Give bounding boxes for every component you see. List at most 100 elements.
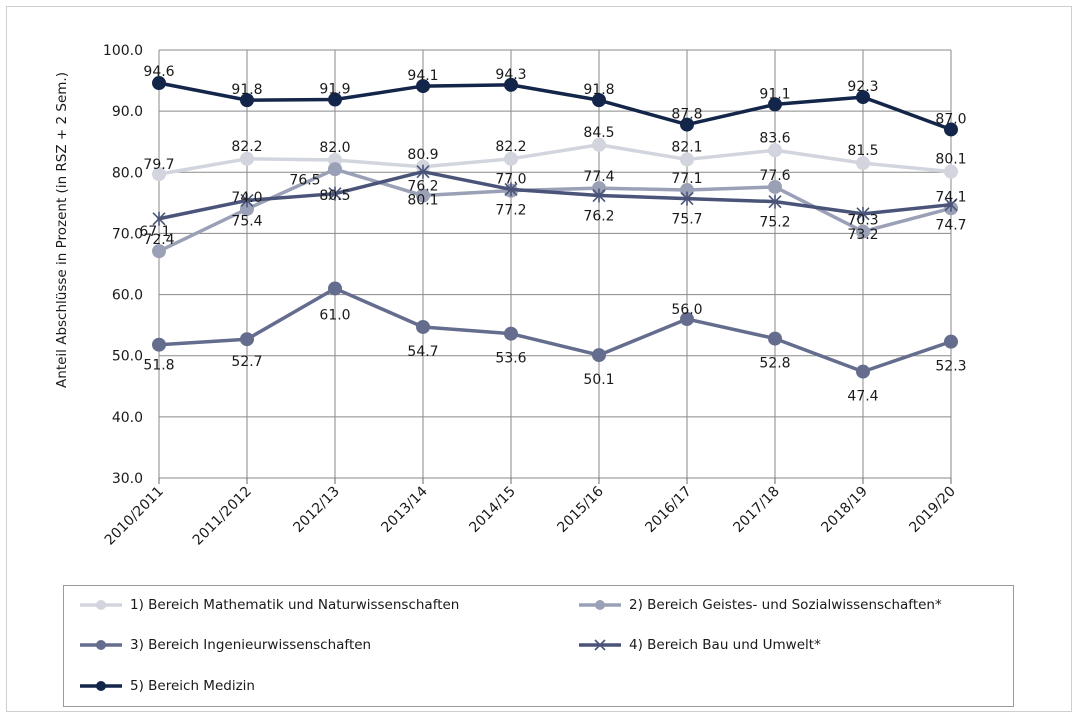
series-5-point <box>328 92 342 107</box>
series-1-data-label: 82.2 <box>231 139 262 155</box>
series-4-point <box>856 206 870 221</box>
series-1-data-label: 82.2 <box>495 139 526 155</box>
series-3-point <box>856 364 870 379</box>
legend-dot <box>595 600 605 610</box>
series-3-point <box>240 332 254 347</box>
series-1-data-label: 82.1 <box>671 139 702 155</box>
series-2-point <box>328 162 342 177</box>
series-5-point <box>504 77 518 92</box>
series-5-data-label: 92.3 <box>847 79 878 95</box>
series-3-data-label: 54.7 <box>407 344 438 360</box>
legend-marker-2-icon <box>579 600 621 610</box>
legend-label-3: 3) Bereich Ingenieurwissenschaften <box>130 637 372 653</box>
x-tick-label: 2014/15 <box>466 484 518 536</box>
series-3-data-label: 56.0 <box>671 302 702 318</box>
y-tick-label: 50.0 <box>112 349 143 365</box>
series-3-data-label: 47.4 <box>847 389 878 405</box>
series-5-data-label: 91.8 <box>583 82 614 98</box>
y-tick-label: 90.0 <box>112 104 143 120</box>
series-2-data-label: 77.1 <box>671 171 702 187</box>
series-3 <box>152 281 958 379</box>
legend-item-3: 3) Bereich Ingenieurwissenschaften <box>78 633 371 657</box>
y-tick-label: 40.0 <box>112 410 143 426</box>
series-1-data-label: 82.0 <box>319 140 350 156</box>
x-tick-label: 2016/17 <box>642 484 694 536</box>
series-4-point <box>504 182 518 197</box>
series-3-point <box>768 331 782 346</box>
series-5-point <box>768 97 782 112</box>
series-1-point <box>592 137 606 152</box>
series-2-data-label: 76.2 <box>407 179 438 195</box>
series-3-point <box>504 326 518 341</box>
series-2-point <box>152 244 166 259</box>
series-4-point <box>328 186 342 201</box>
series-5-data-label: 94.3 <box>495 67 526 83</box>
data-labels: 79.7 82.2 82.0 80.9 82.2 84.5 82.1 83.6 81.5 80.1… <box>139 64 966 405</box>
legend-marker-4-icon <box>579 639 621 651</box>
series-3-data-label: 52.7 <box>231 354 262 370</box>
series-4-point <box>592 188 606 203</box>
series-5-point <box>944 122 958 137</box>
grid <box>158 49 952 479</box>
axes: 30.0 40.0 50.0 60.0 70.0 80.0 90.0 100.0 2010/20… <box>102 43 959 549</box>
series-1-data-label: 80.1 <box>935 152 966 168</box>
series-1-point <box>944 164 958 179</box>
series-3-point <box>328 281 342 296</box>
series-1-point <box>680 152 694 167</box>
series-3-data-label: 52.3 <box>935 359 966 375</box>
series-5-data-label: 87.8 <box>671 107 702 123</box>
series-5-data-label: 94.6 <box>143 64 174 80</box>
series-1-data-label: 84.5 <box>583 125 614 141</box>
series <box>152 76 958 379</box>
series-5 <box>152 76 958 137</box>
legend-dot <box>96 640 106 650</box>
series-4-point <box>240 193 254 208</box>
series-5-point <box>680 117 694 132</box>
series-4-data-label: 80.1 <box>407 193 438 209</box>
x-tick-label: 2012/13 <box>290 484 342 536</box>
y-tick-label: 60.0 <box>112 288 143 304</box>
series-3-data-label: 53.6 <box>495 351 526 367</box>
series-3-point <box>152 337 166 352</box>
series-5-point <box>592 93 606 108</box>
series-2-point <box>856 224 870 239</box>
series-3-line <box>157 286 953 374</box>
series-4-point <box>944 197 958 212</box>
series-2-data-label: 74.1 <box>935 189 966 205</box>
series-3-data-label: 52.8 <box>759 356 790 372</box>
legend-item-2: 2) Bereich Geistes- und Sozialwissenscha… <box>577 593 942 617</box>
series-1 <box>152 137 958 182</box>
series-2-data-label: 77.4 <box>583 169 614 185</box>
legend-marker-3-icon <box>80 640 122 650</box>
series-4-data-label: 75.7 <box>671 212 702 228</box>
series-1-line <box>157 143 953 176</box>
legend-item-1: 1) Bereich Mathematik und Naturwissensch… <box>78 593 459 617</box>
series-5-data-label: 87.0 <box>935 111 966 127</box>
series-2-data-label: 70.3 <box>847 213 878 229</box>
series-4-data-label: 73.2 <box>847 227 878 243</box>
y-tick-label: 100.0 <box>103 43 143 59</box>
series-4-data-label: 74.7 <box>935 218 966 234</box>
legend-item-5: 5) Bereich Medizin <box>78 674 255 698</box>
legend-marker-5-icon <box>80 681 122 691</box>
legend-marker-1-icon <box>80 600 122 610</box>
series-3-point <box>592 348 606 363</box>
series-1-point <box>768 143 782 158</box>
series-4-point <box>152 211 166 226</box>
series-5-data-label: 91.1 <box>759 86 790 102</box>
x-tick-label: 2015/16 <box>554 483 607 536</box>
series-5-point <box>416 79 430 94</box>
series-4-data-label: 75.2 <box>759 215 790 231</box>
series-1-point <box>856 156 870 171</box>
series-2-point <box>416 188 430 203</box>
series-1-data-label: 81.5 <box>847 143 878 159</box>
chart-frame <box>6 6 1072 712</box>
series-5-data-label: 94.1 <box>407 68 438 84</box>
series-2-point <box>768 179 782 194</box>
series-2-data-label: 80.5 <box>319 188 350 204</box>
series-3-data-label: 50.1 <box>583 372 614 388</box>
series-1-point <box>240 151 254 166</box>
series-4-data-label: 77.2 <box>495 202 526 218</box>
series-2-data-label: 77.0 <box>495 172 526 188</box>
series-3-point <box>416 319 430 334</box>
